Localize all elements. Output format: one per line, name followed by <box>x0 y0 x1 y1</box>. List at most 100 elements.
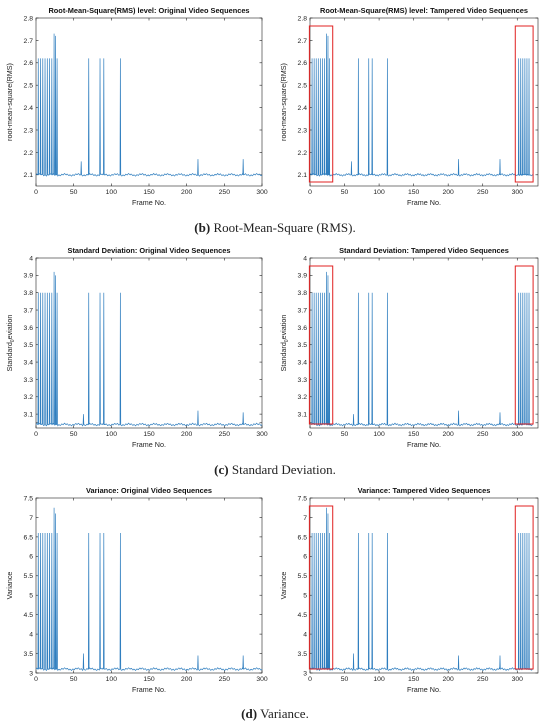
x-tick-label: 50 <box>70 189 78 196</box>
x-tick-label: 250 <box>219 189 231 196</box>
x-tick-label: 250 <box>477 676 489 683</box>
x-tick-label: 150 <box>143 431 155 438</box>
caption-rms-letter: (b) <box>194 220 211 235</box>
y-tick-label: 3.5 <box>24 342 34 349</box>
x-tick-label: 250 <box>477 431 489 438</box>
x-tick-label: 300 <box>512 676 524 683</box>
x-tick-label: 150 <box>143 189 155 196</box>
series-line <box>35 271 263 427</box>
plot-area <box>309 257 539 429</box>
caption-variance: (d) Variance. <box>0 706 550 722</box>
x-axis-label: Frame No. <box>407 198 441 207</box>
y-tick-label: 3.5 <box>24 651 34 658</box>
caption-std: (c) Standard Deviation. <box>0 462 550 478</box>
x-axis-label: Frame No. <box>132 685 166 694</box>
x-tick-label: 300 <box>256 189 268 196</box>
y-tick-label: 4.5 <box>298 612 308 619</box>
x-tick-label: 300 <box>512 189 524 196</box>
x-tick-label: 250 <box>477 189 489 196</box>
y-axis-label-tail: eviation <box>279 315 288 340</box>
x-tick-label: 0 <box>34 189 38 196</box>
rms-tampered-chart: Root-Mean-Square(RMS) level: Tampered Vi… <box>276 2 548 210</box>
tampered-region-box <box>308 25 334 183</box>
plot-area <box>35 17 263 187</box>
chart-svg: Root-Mean-Square(RMS) level: Original Vi… <box>5 6 268 207</box>
x-tick-label: 200 <box>181 676 193 683</box>
chart-title: Standard Deviation: Tampered Video Seque… <box>339 246 509 255</box>
y-tick-label: 3 <box>29 670 33 677</box>
y-tick-label: 3.4 <box>24 359 34 366</box>
x-axis-label: Frame No. <box>407 685 441 694</box>
x-tick-label: 200 <box>443 676 455 683</box>
y-tick-label: 2.5 <box>24 83 34 90</box>
y-tick-label: 3 <box>303 670 307 677</box>
chart-title: Root-Mean-Square(RMS) level: Tampered Vi… <box>320 6 528 15</box>
series-line <box>309 271 533 427</box>
x-tick-label: 300 <box>256 431 268 438</box>
x-tick-label: 50 <box>341 676 349 683</box>
chart-title: Variance: Tampered Video Sequences <box>358 486 491 495</box>
x-tick-label: 300 <box>256 676 268 683</box>
y-tick-label: 5.5 <box>298 573 308 580</box>
caption-variance-text: Variance. <box>257 706 309 721</box>
y-tick-label: 2.8 <box>298 15 308 22</box>
x-tick-label: 250 <box>219 431 231 438</box>
y-tick-label: 3.1 <box>298 412 308 419</box>
std-original-chart: Standard Deviation: Original Video Seque… <box>2 242 272 452</box>
y-axis-label: root-mean-square(RMS) <box>5 63 14 141</box>
x-axis-label: Frame No. <box>132 440 166 449</box>
x-tick-label: 200 <box>181 431 193 438</box>
caption-std-letter: (c) <box>214 462 229 477</box>
plot-area <box>309 497 539 674</box>
x-tick-label: 250 <box>219 676 231 683</box>
caption-rms: (b) Root-Mean-Square (RMS). <box>0 220 550 236</box>
y-tick-label: 2.5 <box>298 83 308 90</box>
x-tick-label: 0 <box>308 431 312 438</box>
y-tick-label: 6 <box>303 554 307 561</box>
y-tick-label: 4 <box>29 632 33 639</box>
series-line <box>309 33 533 177</box>
y-tick-label: 2.2 <box>298 150 308 157</box>
y-tick-label: 4.5 <box>24 612 34 619</box>
y-tick-label: 3.9 <box>24 273 34 280</box>
y-axis-label-subscript: 0 <box>284 339 290 342</box>
rms-original-chart: Root-Mean-Square(RMS) level: Original Vi… <box>2 2 272 210</box>
y-tick-label: 4 <box>29 255 33 262</box>
y-tick-label: 3.6 <box>24 325 34 332</box>
y-axis-label: Standard0eviation <box>5 315 16 372</box>
chart-title: Standard Deviation: Original Video Seque… <box>68 246 231 255</box>
y-tick-label: 3.3 <box>24 377 34 384</box>
y-tick-label: 7.5 <box>298 495 308 502</box>
y-tick-label: 3.4 <box>298 359 308 366</box>
y-tick-label: 3.5 <box>298 342 308 349</box>
y-tick-label: 2.6 <box>24 60 34 67</box>
x-tick-label: 100 <box>373 189 385 196</box>
variance-tampered-chart: Variance: Tampered Video Sequences 0 50 100… <box>276 482 548 697</box>
y-tick-label: 5 <box>29 593 33 600</box>
x-tick-label: 50 <box>341 189 349 196</box>
y-axis-label: Variance <box>279 572 288 600</box>
x-tick-label: 200 <box>181 189 193 196</box>
y-tick-label: 2.7 <box>298 38 308 45</box>
caption-variance-letter: (d) <box>241 706 258 721</box>
tampered-region-box <box>308 505 334 670</box>
x-tick-label: 200 <box>443 189 455 196</box>
y-tick-label: 6.5 <box>24 534 34 541</box>
x-tick-label: 150 <box>143 676 155 683</box>
y-tick-label: 4 <box>303 255 307 262</box>
y-tick-label: 3.7 <box>298 307 308 314</box>
y-axis-label-main: root-mean-square(RMS) <box>279 63 288 141</box>
x-tick-label: 200 <box>443 431 455 438</box>
x-tick-label: 50 <box>70 676 78 683</box>
tampered-region-box <box>308 265 334 425</box>
chart-svg: Standard Deviation: Tampered Video Seque… <box>279 246 539 449</box>
std-tampered-chart: Standard Deviation: Tampered Video Seque… <box>276 242 548 452</box>
x-tick-label: 150 <box>408 431 420 438</box>
tampered-region-box <box>514 265 534 425</box>
x-tick-label: 50 <box>70 431 78 438</box>
x-axis-label: Frame No. <box>407 440 441 449</box>
y-tick-label: 3.7 <box>24 307 34 314</box>
y-tick-label: 3.9 <box>298 273 308 280</box>
x-tick-label: 0 <box>34 431 38 438</box>
y-axis-label-main: Standard <box>279 342 288 371</box>
